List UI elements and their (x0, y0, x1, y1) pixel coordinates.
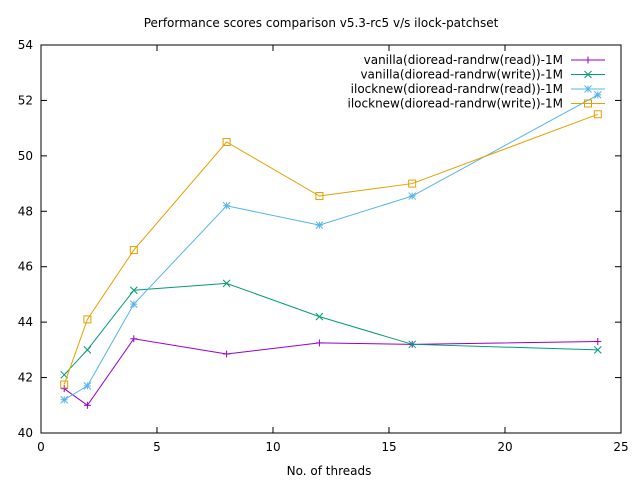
data-point (222, 201, 231, 210)
axis-ticks: 0 5 10 15 20 25 40 42 44 46 48 50 52 54 (18, 38, 629, 454)
x-tick-label: 20 (497, 440, 512, 454)
x-tick-label: 5 (153, 440, 161, 454)
series-line (63, 338, 598, 406)
series-4 (60, 110, 602, 389)
x-axis-label: No. of threads (287, 464, 372, 478)
legend-item-1: vanilla(dioread-randrw(read))-1M (364, 53, 605, 67)
data-point (83, 382, 92, 390)
x-tick-label: 0 (37, 440, 45, 454)
legend-label: vanilla(dioread-randrw(write))-1M (360, 68, 563, 82)
data-point (593, 346, 602, 354)
x-tick-label: 10 (265, 440, 280, 454)
legend-label: vanilla(dioread-randrw(read))-1M (364, 53, 563, 67)
series-line (63, 282, 598, 376)
y-tick-label: 54 (18, 38, 33, 52)
chart-title: Performance scores comparison v5.3-rc5 v… (144, 16, 499, 30)
data-point (60, 395, 69, 404)
data-point (60, 385, 68, 393)
data-point (60, 380, 69, 389)
legend-item-2: vanilla(dioread-randrw(write))-1M (360, 68, 605, 82)
series-1 (60, 335, 602, 409)
x-tick-label: 15 (381, 440, 396, 454)
series-line (63, 113, 598, 385)
data-point (594, 338, 602, 346)
data-point (315, 339, 323, 347)
data-point (315, 221, 324, 229)
data-point (593, 91, 602, 99)
data-point (222, 138, 231, 146)
data-point (408, 340, 417, 349)
data-point (315, 312, 324, 321)
legend-item-3: ilocknew(dioread-randrw(read))-1M (351, 82, 605, 96)
data-point (129, 286, 138, 295)
y-tick-label: 40 (18, 426, 33, 440)
y-tick-label: 50 (18, 149, 33, 163)
data-point (130, 335, 138, 343)
data-point (315, 192, 324, 201)
plot-frame (40, 44, 622, 434)
series-3 (60, 91, 602, 404)
y-tick-label: 44 (18, 315, 33, 329)
legend-swatch-marker (584, 85, 592, 93)
data-point (222, 279, 231, 288)
series-line (63, 94, 599, 401)
data-point (408, 179, 417, 188)
plot-axes (40, 44, 622, 434)
legend-swatch-marker (584, 56, 592, 64)
series-layer (60, 91, 602, 409)
data-point (83, 346, 92, 354)
data-point (223, 350, 231, 358)
legend-item-4: ilocknew(dioread-randrw(write))-1M (348, 97, 605, 111)
legend-swatch-marker (584, 99, 592, 108)
y-tick-label: 42 (18, 371, 33, 385)
y-tick-label: 52 (18, 93, 33, 107)
legend-label: ilocknew(dioread-randrw(read))-1M (351, 82, 563, 96)
y-tick-label: 48 (18, 204, 33, 218)
data-point (593, 110, 602, 119)
data-point (83, 401, 91, 409)
x-tick-label: 25 (613, 440, 628, 454)
legend: vanilla(dioread-randrw(read))-1Mvanilla(… (348, 53, 605, 111)
data-point (129, 246, 138, 255)
series-2 (60, 279, 602, 379)
y-tick-label: 46 (18, 260, 33, 274)
data-point (408, 192, 417, 200)
legend-label: ilocknew(dioread-randrw(write))-1M (348, 97, 563, 111)
legend-swatch-marker (584, 70, 592, 79)
data-point (129, 300, 138, 308)
data-point (83, 315, 92, 324)
